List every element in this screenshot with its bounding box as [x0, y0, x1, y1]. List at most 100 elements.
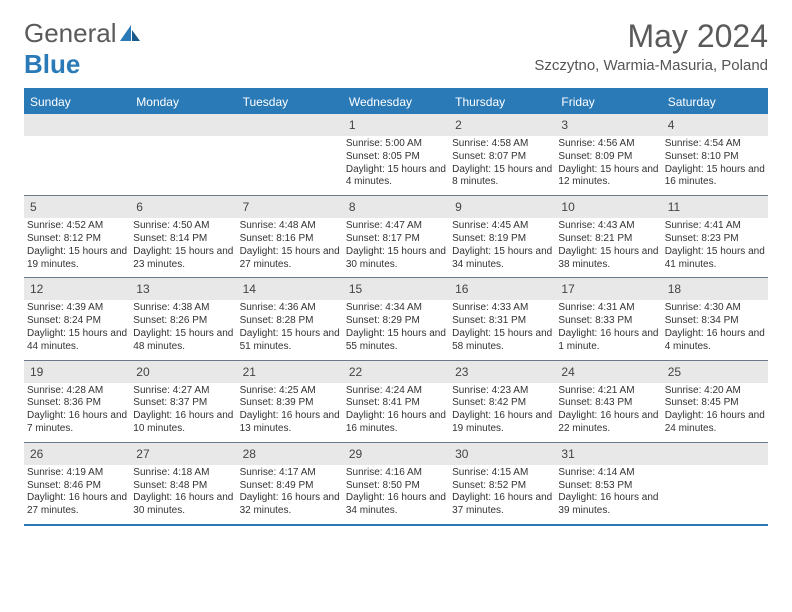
daylight-line: Daylight: 15 hours and 38 minutes. [558, 246, 658, 272]
day-cell: 12Sunrise: 4:39 AMSunset: 8:24 PMDayligh… [24, 278, 130, 359]
sunset-line: Sunset: 8:52 PM [452, 480, 552, 493]
daylight-line: Daylight: 16 hours and 10 minutes. [133, 410, 233, 436]
sunrise-line: Sunrise: 4:18 AM [133, 467, 233, 480]
day-number: 16 [455, 282, 468, 296]
day-detail: Sunrise: 4:31 AMSunset: 8:33 PMDaylight:… [558, 300, 658, 353]
day-number-row: . [130, 114, 236, 136]
sunrise-line: Sunrise: 4:14 AM [558, 467, 658, 480]
day-cell: 5Sunrise: 4:52 AMSunset: 8:12 PMDaylight… [24, 196, 130, 277]
day-number: 7 [243, 200, 250, 214]
day-number: 10 [561, 200, 574, 214]
daylight-line: Daylight: 16 hours and 32 minutes. [240, 492, 340, 518]
day-number: 25 [668, 365, 681, 379]
daylight-line: Daylight: 15 hours and 16 minutes. [665, 164, 765, 190]
day-cell: 1Sunrise: 5:00 AMSunset: 8:05 PMDaylight… [343, 114, 449, 195]
sunset-line: Sunset: 8:42 PM [452, 397, 552, 410]
dow-monday: Monday [130, 90, 236, 114]
sunrise-line: Sunrise: 4:27 AM [133, 385, 233, 398]
daylight-line: Daylight: 15 hours and 19 minutes. [27, 246, 127, 272]
day-cell: 23Sunrise: 4:23 AMSunset: 8:42 PMDayligh… [449, 361, 555, 442]
day-number-row: . [237, 114, 343, 136]
daylight-line: Daylight: 16 hours and 37 minutes. [452, 492, 552, 518]
day-number: 2 [455, 118, 462, 132]
day-number-row: 2 [449, 114, 555, 136]
daylight-line: Daylight: 15 hours and 12 minutes. [558, 164, 658, 190]
day-cell: 16Sunrise: 4:33 AMSunset: 8:31 PMDayligh… [449, 278, 555, 359]
dow-saturday: Saturday [662, 90, 768, 114]
day-number: 9 [455, 200, 462, 214]
daylight-line: Daylight: 15 hours and 27 minutes. [240, 246, 340, 272]
sunset-line: Sunset: 8:23 PM [665, 233, 765, 246]
day-detail: Sunrise: 4:16 AMSunset: 8:50 PMDaylight:… [346, 465, 446, 518]
brand-text: General Blue [24, 18, 143, 80]
sunrise-line: Sunrise: 4:45 AM [452, 220, 552, 233]
day-number-row: 12 [24, 278, 130, 300]
day-detail: Sunrise: 4:43 AMSunset: 8:21 PMDaylight:… [558, 218, 658, 271]
sunset-line: Sunset: 8:29 PM [346, 315, 446, 328]
day-detail: Sunrise: 4:14 AMSunset: 8:53 PMDaylight:… [558, 465, 658, 518]
location-text: Szczytno, Warmia-Masuria, Poland [534, 57, 768, 74]
daylight-line: Daylight: 15 hours and 41 minutes. [665, 246, 765, 272]
sunset-line: Sunset: 8:43 PM [558, 397, 658, 410]
sunset-line: Sunset: 8:36 PM [27, 397, 127, 410]
daylight-line: Daylight: 16 hours and 22 minutes. [558, 410, 658, 436]
sunrise-line: Sunrise: 4:34 AM [346, 302, 446, 315]
day-detail: Sunrise: 4:50 AMSunset: 8:14 PMDaylight:… [133, 218, 233, 271]
daylight-line: Daylight: 16 hours and 1 minute. [558, 328, 658, 354]
empty-cell: . [237, 114, 343, 195]
day-number-row: . [662, 443, 768, 465]
day-detail: Sunrise: 4:27 AMSunset: 8:37 PMDaylight:… [133, 383, 233, 436]
sunrise-line: Sunrise: 4:39 AM [27, 302, 127, 315]
day-number-row: 26 [24, 443, 130, 465]
day-number: 11 [668, 200, 680, 214]
day-detail: Sunrise: 4:30 AMSunset: 8:34 PMDaylight:… [665, 300, 765, 353]
sunset-line: Sunset: 8:28 PM [240, 315, 340, 328]
day-number-row: 25 [662, 361, 768, 383]
day-number: 21 [243, 365, 256, 379]
day-cell: 15Sunrise: 4:34 AMSunset: 8:29 PMDayligh… [343, 278, 449, 359]
day-number-row: 24 [555, 361, 661, 383]
day-number-row: 7 [237, 196, 343, 218]
sunrise-line: Sunrise: 4:33 AM [452, 302, 552, 315]
day-number: 3 [561, 118, 568, 132]
sunset-line: Sunset: 8:19 PM [452, 233, 552, 246]
day-number-row: 3 [555, 114, 661, 136]
day-detail: Sunrise: 4:23 AMSunset: 8:42 PMDaylight:… [452, 383, 552, 436]
day-cell: 20Sunrise: 4:27 AMSunset: 8:37 PMDayligh… [130, 361, 236, 442]
day-cell: 2 Sunrise: 4:58 AMSunset: 8:07 PMDaylight… [449, 114, 555, 195]
day-detail: Sunrise: 4:58 AMSunset: 8:07 PMDaylight:… [452, 136, 552, 189]
weeks-container: ...1Sunrise: 5:00 AMSunset: 8:05 PMDayli… [24, 114, 768, 526]
week-row: 12Sunrise: 4:39 AMSunset: 8:24 PMDayligh… [24, 278, 768, 360]
calendar: SundayMondayTuesdayWednesdayThursdayFrid… [24, 88, 768, 526]
day-number-row: 28 [237, 443, 343, 465]
daylight-line: Daylight: 15 hours and 48 minutes. [133, 328, 233, 354]
day-number-row: 20 [130, 361, 236, 383]
day-number: 8 [349, 200, 356, 214]
sunset-line: Sunset: 8:34 PM [665, 315, 765, 328]
day-cell: 28Sunrise: 4:17 AMSunset: 8:49 PMDayligh… [237, 443, 343, 524]
sunset-line: Sunset: 8:45 PM [665, 397, 765, 410]
day-number: 31 [561, 447, 574, 461]
empty-cell: . [24, 114, 130, 195]
day-detail: Sunrise: 4:17 AMSunset: 8:49 PMDaylight:… [240, 465, 340, 518]
daylight-line: Daylight: 16 hours and 30 minutes. [133, 492, 233, 518]
sunrise-line: Sunrise: 4:52 AM [27, 220, 127, 233]
day-number: 14 [243, 282, 256, 296]
day-number-row: 22 [343, 361, 449, 383]
day-cell: 9Sunrise: 4:45 AMSunset: 8:19 PMDaylight… [449, 196, 555, 277]
sunrise-line: Sunrise: 4:24 AM [346, 385, 446, 398]
day-number: 17 [561, 282, 574, 296]
dow-tuesday: Tuesday [237, 90, 343, 114]
day-cell: 7Sunrise: 4:48 AMSunset: 8:16 PMDaylight… [237, 196, 343, 277]
sunrise-line: Sunrise: 4:25 AM [240, 385, 340, 398]
sunset-line: Sunset: 8:10 PM [665, 151, 765, 164]
day-detail: Sunrise: 4:18 AMSunset: 8:48 PMDaylight:… [133, 465, 233, 518]
sunrise-line: Sunrise: 4:38 AM [133, 302, 233, 315]
daylight-line: Daylight: 16 hours and 39 minutes. [558, 492, 658, 518]
day-number-row: 16 [449, 278, 555, 300]
sunrise-line: Sunrise: 4:54 AM [665, 138, 765, 151]
day-cell: 10 Sunrise: 4:43 AMSunset: 8:21 PMDayligh… [555, 196, 661, 277]
daylight-line: Daylight: 15 hours and 30 minutes. [346, 246, 446, 272]
sunset-line: Sunset: 8:48 PM [133, 480, 233, 493]
day-cell: 27Sunrise: 4:18 AMSunset: 8:48 PMDayligh… [130, 443, 236, 524]
